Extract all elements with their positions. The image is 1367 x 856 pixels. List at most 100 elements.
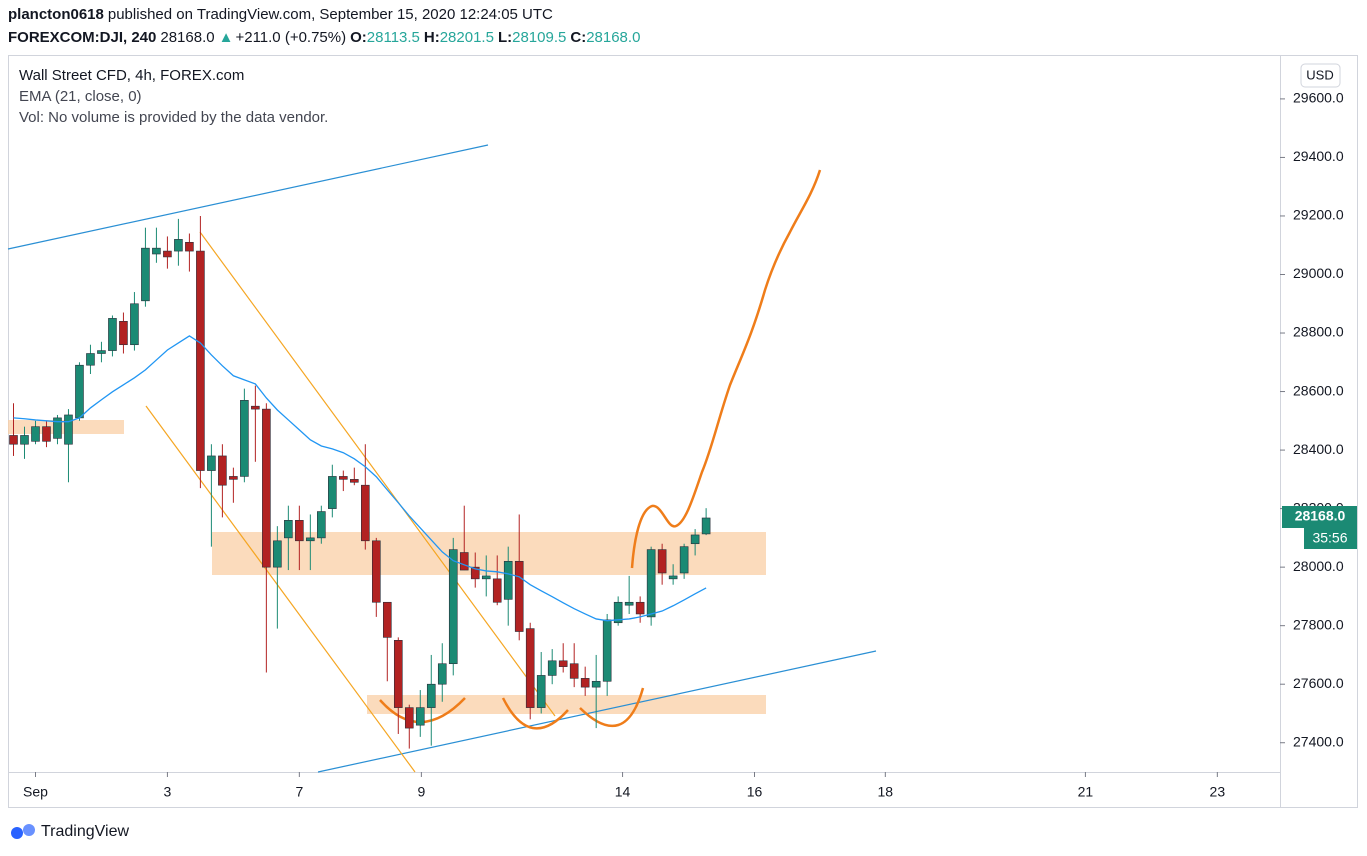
candle-body <box>350 479 359 483</box>
candle-body <box>64 414 73 445</box>
price-tag <box>1282 506 1357 528</box>
y-tick-label: 27600.0 <box>1293 675 1344 691</box>
candle-body <box>547 660 557 676</box>
x-tick-label: Sep <box>23 784 48 800</box>
zone <box>367 695 766 714</box>
candle-body <box>437 663 447 685</box>
candle-body <box>75 364 84 419</box>
candle-body <box>613 601 623 624</box>
trend-line <box>317 650 877 773</box>
candle-body <box>163 250 172 258</box>
candle-body <box>580 678 590 688</box>
candle-body <box>361 484 370 542</box>
plot <box>9 215 711 749</box>
candle-body <box>624 601 634 606</box>
o-label: O: <box>350 29 367 46</box>
price-label: 28168.0 <box>1295 508 1346 524</box>
candle-body <box>404 707 414 729</box>
ema-line <box>13 335 707 622</box>
candle-body <box>657 549 667 574</box>
chart-title: Wall Street CFD, 4h, FOREX.com <box>19 67 244 84</box>
candle-body <box>646 549 656 618</box>
candle-body <box>558 660 568 667</box>
h-label: H: <box>423 29 440 46</box>
channel-line <box>145 405 416 773</box>
candle-body <box>382 601 392 638</box>
user: plancton0618 <box>8 6 104 23</box>
candle-body <box>152 247 161 255</box>
candle-body <box>569 663 579 679</box>
candle-body <box>492 578 502 603</box>
candle-body <box>459 552 469 571</box>
candle-body <box>415 707 425 726</box>
publish-line: plancton0618 published on TradingView.com… <box>8 6 557 23</box>
h: 28201.5 <box>439 29 494 46</box>
logo-mark <box>23 824 35 836</box>
x-tick-label: 18 <box>878 784 894 800</box>
projection-curve <box>630 169 822 569</box>
x-tick-label: 3 <box>164 784 172 800</box>
candle-body <box>690 534 700 545</box>
candle-body <box>42 426 51 442</box>
logo-mark <box>11 827 23 839</box>
candle-body <box>174 239 183 252</box>
y-tick-label: 28000.0 <box>1293 558 1344 574</box>
symbol: FOREXCOM:DJI, 240 <box>8 29 157 46</box>
x-tick-label: 14 <box>615 784 631 800</box>
o: 28113.5 <box>366 29 420 46</box>
candle-body <box>240 400 249 477</box>
candle-body <box>273 540 282 568</box>
y-tick-label: 29000.0 <box>1293 265 1344 281</box>
last: 28168.0 <box>160 29 215 46</box>
x-tick-label: 21 <box>1078 784 1094 800</box>
zone <box>212 532 766 575</box>
trend-line <box>7 144 489 250</box>
candle-body <box>262 408 271 568</box>
countdown: 35:56 <box>1312 530 1347 546</box>
x-tick-label: 7 <box>295 784 303 800</box>
candle-body <box>119 321 128 346</box>
y-tick-label: 28400.0 <box>1293 441 1344 457</box>
candle-body <box>53 417 62 439</box>
candle-body <box>371 540 381 603</box>
candle-body <box>339 476 348 480</box>
l: 28109.5 <box>512 29 567 46</box>
candle-body <box>525 628 535 708</box>
candle-body <box>317 511 326 539</box>
y-tick-label: 27400.0 <box>1293 733 1344 749</box>
axes: 27400.027600.027800.028000.028200.028400… <box>23 90 1344 800</box>
currency: USD <box>1306 67 1333 82</box>
candle-body <box>185 241 194 252</box>
candle-body <box>20 435 29 445</box>
channel-line <box>199 231 556 717</box>
l-label: L: <box>497 29 513 46</box>
candle-body <box>470 566 480 580</box>
candle-body <box>295 520 304 542</box>
candle-body <box>668 575 678 580</box>
candle-body <box>9 435 18 445</box>
countdown-tag <box>1304 528 1357 549</box>
x-tick-label: 9 <box>417 784 425 800</box>
candle-body <box>679 546 689 574</box>
change: +211.0 (+0.75%) <box>235 29 347 46</box>
candle-body <box>130 303 139 346</box>
candle-body <box>701 517 711 535</box>
y-tick-label: 29600.0 <box>1293 90 1344 106</box>
x-tick-label: 16 <box>747 784 763 800</box>
candle-body <box>229 476 238 480</box>
y-tick-label: 27800.0 <box>1293 616 1344 632</box>
frame <box>8 55 1358 808</box>
y-tick-label: 28800.0 <box>1293 324 1344 340</box>
arrow: ▲ <box>218 29 234 46</box>
y-tick-label: 28600.0 <box>1293 382 1344 398</box>
candle-body <box>207 455 216 471</box>
c-label: C: <box>570 29 587 46</box>
candle-body <box>284 520 293 539</box>
published: published on TradingView.com, September … <box>107 6 553 23</box>
candle-body <box>503 560 513 600</box>
candle-body <box>306 537 315 542</box>
candle-body <box>31 426 40 442</box>
x-tick-label: 23 <box>1210 784 1226 800</box>
